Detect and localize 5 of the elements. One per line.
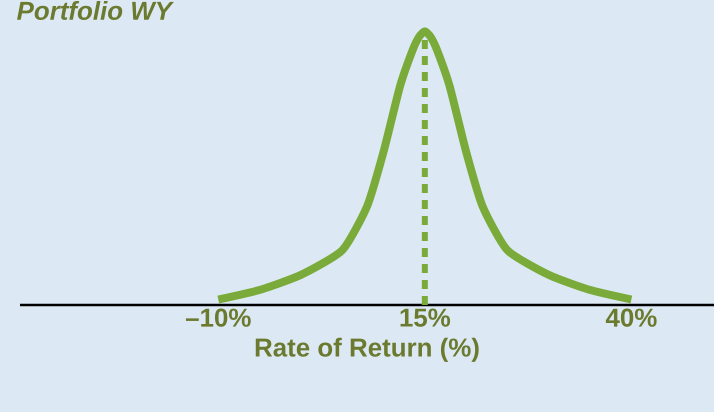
x-tick-label: 40% xyxy=(606,308,657,327)
x-tick-label: 15% xyxy=(400,308,450,327)
chart-title: Portfolio WY xyxy=(17,0,174,20)
x-axis-title: Rate of Return (%) xyxy=(256,338,479,362)
x-tick-label: –10% xyxy=(186,308,251,327)
